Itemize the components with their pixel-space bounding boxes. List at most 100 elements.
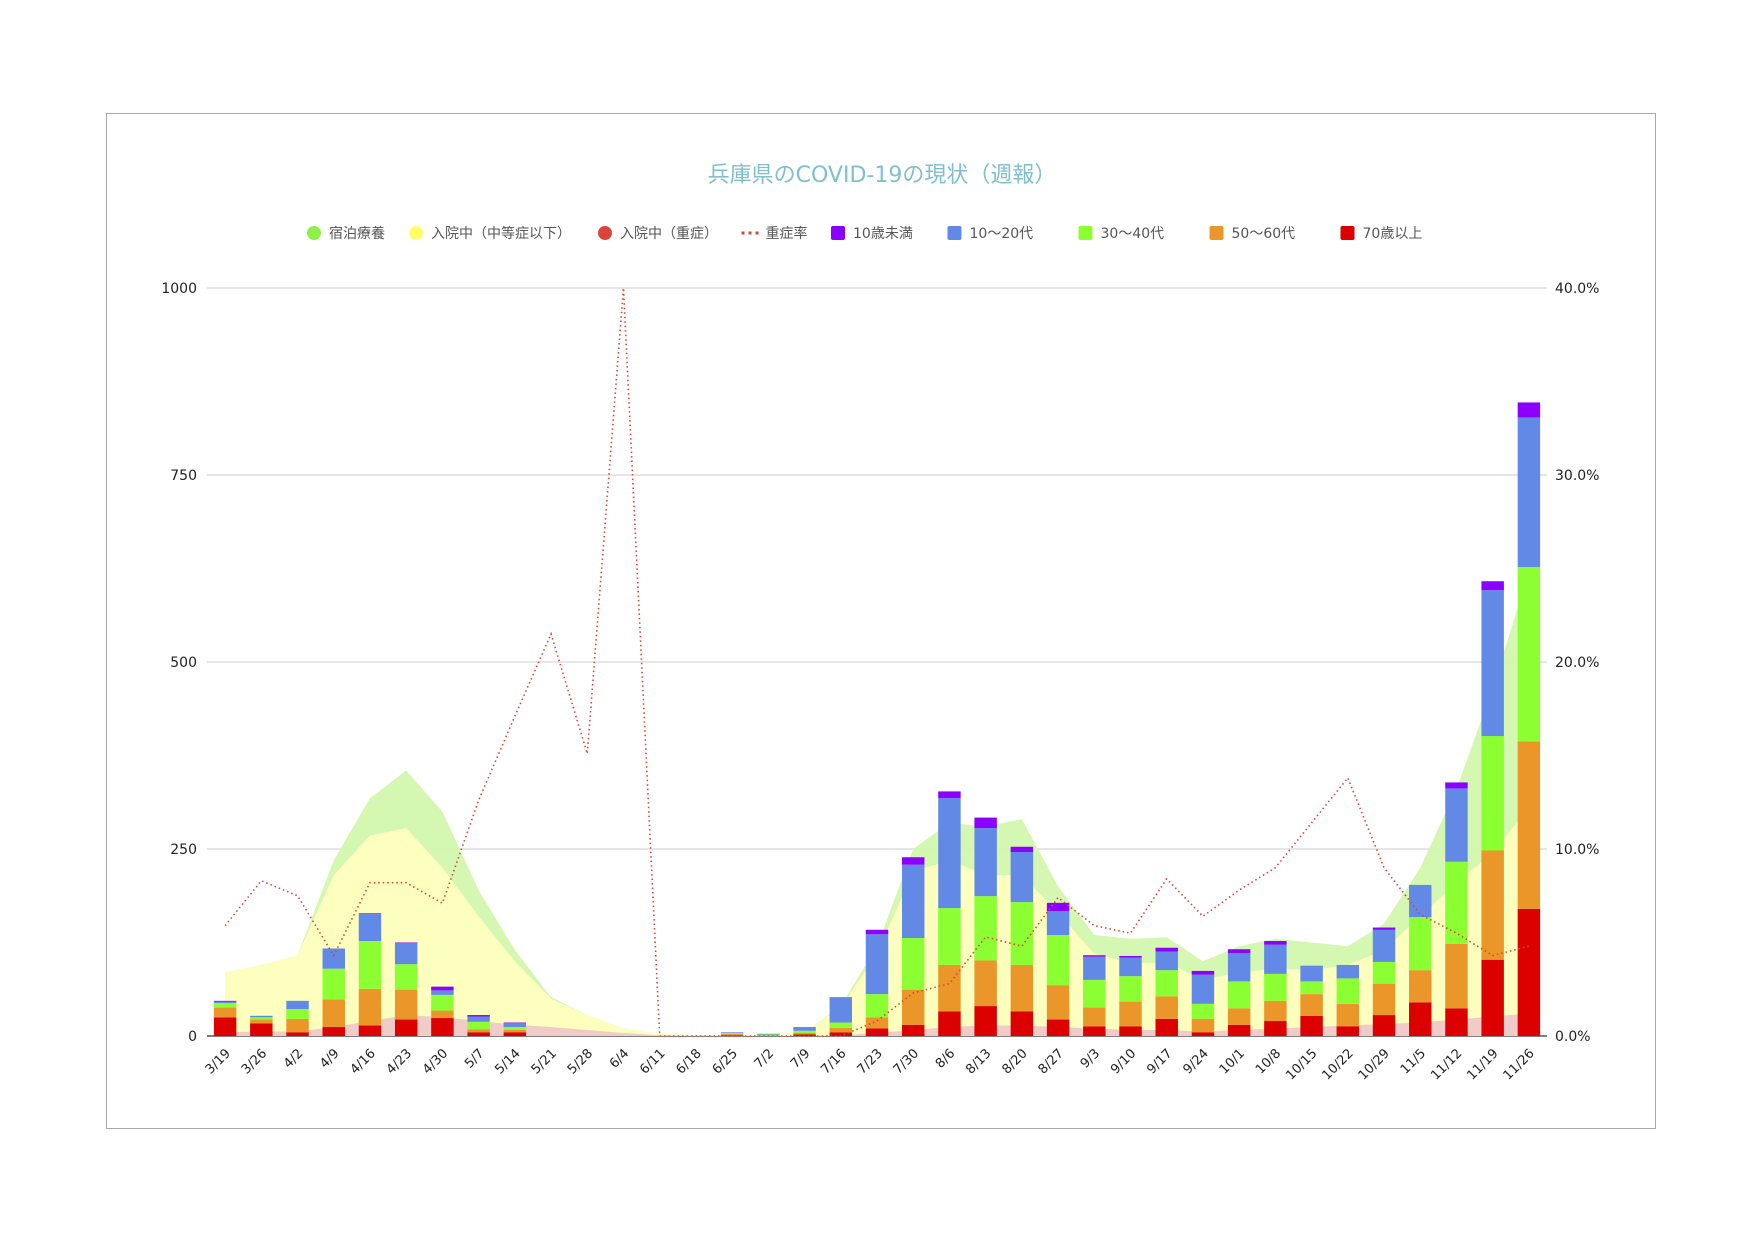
bar-segment: [1227, 1008, 1251, 1025]
bar-segment: [829, 1027, 853, 1033]
bar-segment: [974, 828, 997, 897]
bar-segment: [757, 1034, 780, 1036]
legend-marker: [831, 226, 845, 240]
bar-segment: [1336, 978, 1360, 1004]
y2-tick-label: 0.0%: [1555, 1029, 1591, 1045]
bar-segment: [213, 1007, 237, 1018]
bar-segment: [213, 1003, 237, 1008]
legend-marker: [409, 226, 423, 240]
bar-segment: [829, 1022, 853, 1028]
legend-item: 10歳未満: [831, 226, 913, 242]
bar-segment: [431, 990, 454, 995]
x-tick-label: 6/11: [637, 1046, 668, 1077]
bar-segment: [213, 1001, 237, 1004]
bar-segment: [1445, 861, 1468, 944]
x-tick-label: 4/23: [384, 1046, 415, 1077]
x-tick-label: 8/13: [963, 1046, 994, 1077]
bar-segment: [1264, 973, 1287, 1001]
bar-segment: [250, 1019, 273, 1024]
bar-segment: [974, 1006, 997, 1036]
bar-segment: [1372, 927, 1396, 930]
bar-segment: [1300, 1015, 1323, 1036]
x-tick-label: 3/19: [203, 1046, 234, 1077]
legend-label: 重症率: [766, 225, 808, 242]
legend-marker: [598, 226, 612, 240]
y2-tick-label: 30.0%: [1555, 468, 1599, 484]
legend-label: 30～40代: [1101, 226, 1165, 242]
bar-segment: [1010, 902, 1034, 965]
bar-segment: [1083, 1007, 1106, 1027]
left-axis-ticks: 0 250 500 750 1000: [161, 281, 197, 1045]
bar-segment: [1119, 955, 1142, 958]
bar-segment: [394, 1019, 418, 1036]
legend-item: 50～60代: [1209, 226, 1296, 242]
x-tick-label: 8/20: [999, 1046, 1030, 1077]
legend-item: 宿泊療養: [307, 225, 385, 242]
bar-segment: [1517, 908, 1541, 1036]
bar-segment: [1264, 1021, 1287, 1036]
bar-segment: [394, 943, 418, 965]
bar-segment: [1046, 1019, 1070, 1036]
bar-segment: [901, 938, 925, 990]
legend-item: 重症率: [741, 225, 808, 242]
legend-label: 入院中（重症）: [620, 226, 718, 242]
bar-segment: [286, 1000, 309, 1010]
bar-segment: [1191, 1032, 1215, 1036]
legend-marker: [1078, 226, 1093, 240]
bar-segment: [865, 994, 889, 1018]
bar-segment: [1191, 1018, 1215, 1033]
legend-item: 入院中（重症）: [598, 226, 718, 242]
bar-segment: [431, 1018, 454, 1036]
x-tick-label: 7/30: [891, 1046, 922, 1077]
y-tick-label: 250: [170, 842, 197, 858]
bar-segment: [322, 999, 345, 1028]
bar-segment: [938, 908, 961, 965]
y2-tick-label: 20.0%: [1555, 655, 1599, 671]
legend-marker: [947, 226, 962, 240]
bar-segment: [1227, 949, 1251, 953]
bar-segment: [938, 798, 961, 909]
bar-segment: [1445, 943, 1468, 1009]
bar-segment: [467, 1029, 490, 1033]
legend-label: 50～60代: [1232, 226, 1296, 242]
x-tick-label: 11/19: [1464, 1046, 1501, 1083]
bar-segment: [1372, 961, 1396, 984]
x-tick-label: 9/3: [1078, 1046, 1103, 1071]
x-tick-label: 5/28: [565, 1046, 596, 1077]
bar-segment: [1409, 970, 1432, 1003]
legend-marker: [1209, 226, 1224, 240]
bar-segment: [720, 1033, 744, 1034]
bar-segment: [938, 791, 961, 799]
bar-segment: [974, 896, 997, 961]
bar-segment: [1445, 1008, 1468, 1036]
bar-segment: [250, 1017, 273, 1020]
bar-segment: [286, 1032, 309, 1036]
bar-segment: [467, 1016, 490, 1022]
bar-segment: [829, 997, 853, 1023]
x-tick-label: 11/12: [1428, 1046, 1465, 1083]
bar-segment: [467, 1021, 490, 1030]
x-tick-label: 7/16: [818, 1046, 849, 1077]
legend-label: 70歳以上: [1363, 226, 1423, 242]
bar-segment: [1481, 850, 1504, 960]
bar-segment: [974, 960, 997, 1007]
bar-segment: [431, 1010, 454, 1019]
x-tick-label: 8/27: [1036, 1046, 1067, 1077]
bar-segment: [1372, 983, 1396, 1016]
x-tick-label: 6/18: [673, 1046, 704, 1077]
right-axis-ticks: 0.0% 10.0% 20.0% 30.0% 40.0%: [1555, 281, 1599, 1045]
legend-label: 10～20代: [970, 226, 1034, 242]
bar-segment: [1300, 981, 1323, 995]
bar-segment: [1083, 979, 1106, 1008]
bar-segment: [1010, 964, 1034, 1012]
bar-segment: [1409, 1002, 1432, 1036]
bar-segment: [1300, 994, 1323, 1016]
bar-segment: [1010, 846, 1034, 852]
bar-segment: [1119, 957, 1142, 977]
chart-canvas: 兵庫県のCOVID-19の現状（週報） 宿泊療養 入院中（中等症以下） 入院中（重症…: [161, 163, 1599, 1083]
bar-segment: [358, 988, 382, 1026]
x-tick-label: 4/16: [348, 1046, 379, 1077]
bar-segment: [1191, 970, 1215, 975]
legend-item: 入院中（中等症以下）: [409, 225, 571, 242]
bar-segment: [503, 1027, 527, 1031]
